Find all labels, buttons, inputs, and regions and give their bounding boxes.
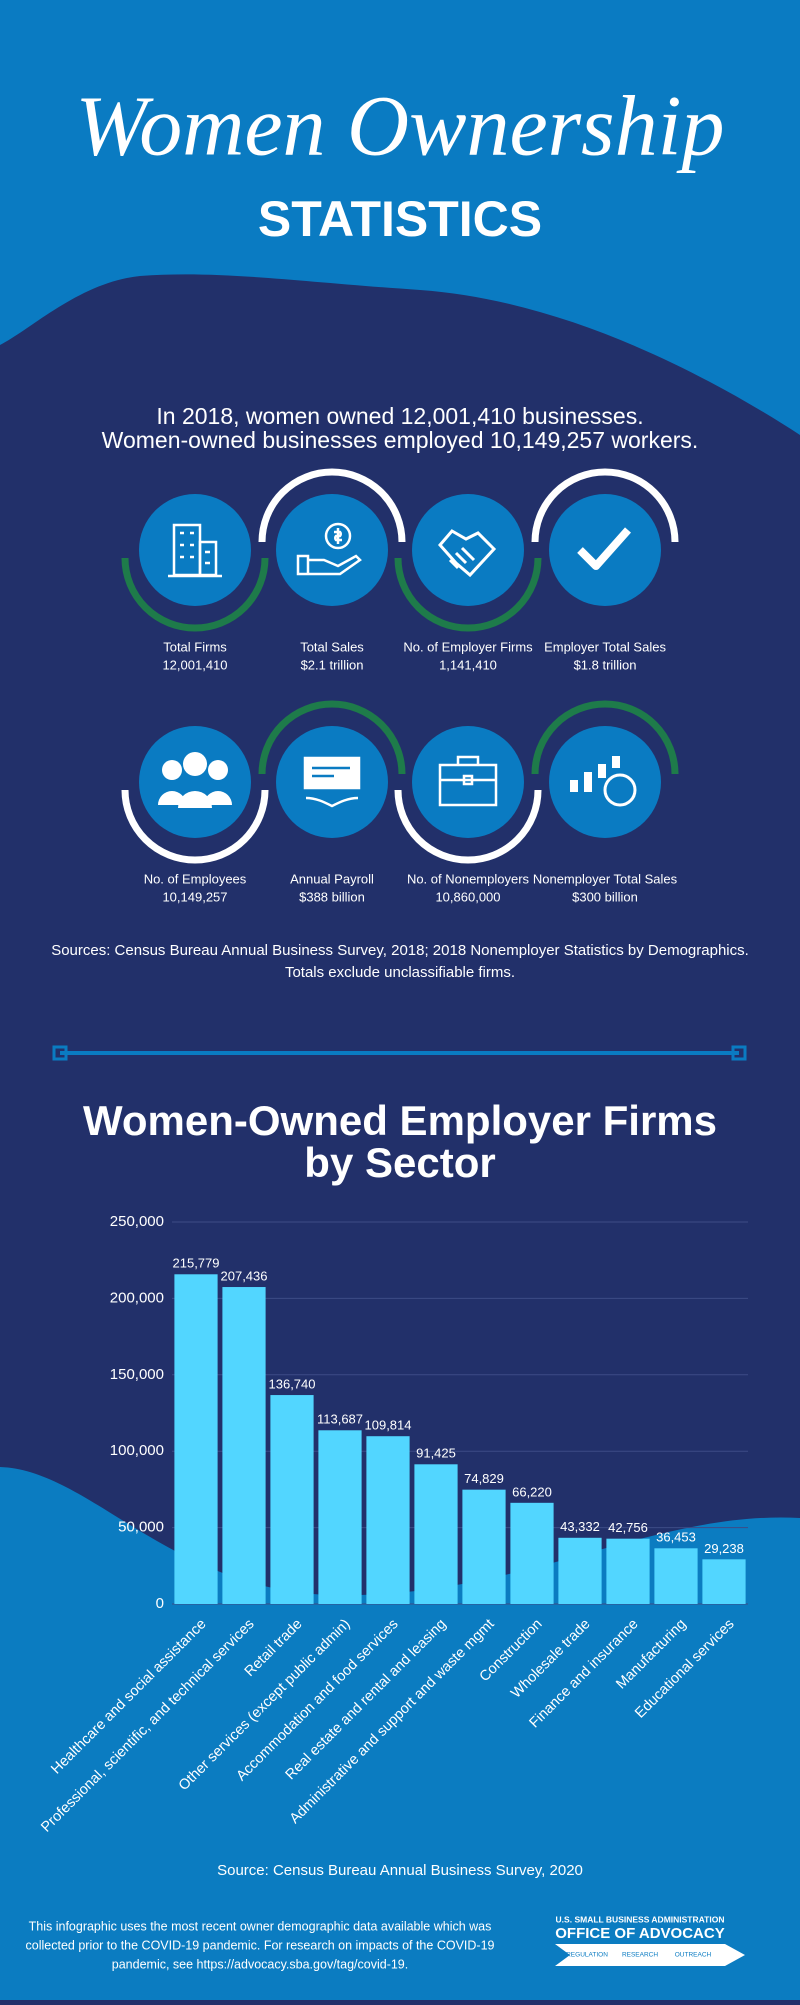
logo-item: REGULATION	[566, 1952, 608, 1959]
ring-arc	[121, 557, 269, 632]
stat-value: 10,149,257	[162, 889, 227, 904]
subtitle: STATISTICS	[258, 191, 542, 247]
logo: U.S. SMALL BUSINESS ADMINISTRATION OFFIC…	[555, 1914, 745, 1966]
hand-coin-icon	[296, 522, 362, 576]
stat-value: $1.8 trillion	[574, 657, 637, 672]
bar	[558, 1537, 602, 1604]
y-tick-label: 200,000	[110, 1289, 164, 1306]
sales-icon	[570, 756, 637, 807]
chart-title: Women-Owned Employer Firms	[83, 1097, 717, 1144]
bar	[654, 1548, 698, 1604]
stat-label: No. of Nonemployers	[407, 871, 530, 886]
bar	[318, 1430, 362, 1604]
y-tick-label: 50,000	[118, 1519, 164, 1536]
ring-arc	[258, 700, 406, 775]
stat-icons	[121, 468, 679, 864]
stat-label: Annual Payroll	[290, 871, 374, 886]
value-label: 215,779	[173, 1256, 220, 1271]
people-icon	[158, 752, 232, 808]
logo-top: U.S. SMALL BUSINESS ADMINISTRATION	[556, 1914, 725, 1924]
icon-circle	[412, 494, 524, 606]
bar	[510, 1502, 554, 1604]
logo-name: OFFICE OF ADVOCACY	[555, 1925, 724, 1942]
stat-label: Total Firms	[163, 639, 227, 654]
briefcase-icon	[438, 755, 498, 807]
title: Women Ownership	[76, 78, 725, 174]
value-label: 36,453	[656, 1530, 696, 1545]
divider	[52, 1045, 747, 1061]
icon-circle	[549, 726, 661, 838]
chart-title: by Sector	[304, 1139, 495, 1186]
stat-value: $300 billion	[572, 889, 638, 904]
value-label: 74,829	[464, 1471, 504, 1486]
stat-label: No. of Employees	[144, 871, 247, 886]
logo-item: RESEARCH	[622, 1952, 658, 1959]
handshake-icon	[438, 529, 497, 578]
stat-value: 10,860,000	[435, 889, 500, 904]
stat-value: $388 billion	[299, 889, 365, 904]
bar	[414, 1464, 458, 1604]
payroll-icon	[303, 756, 361, 808]
check-icon	[577, 527, 631, 570]
stat-label: Total Sales	[300, 639, 364, 654]
sources-line: Totals exclude unclassifiable firms.	[285, 964, 515, 981]
value-label: 136,740	[269, 1376, 316, 1391]
stat-value: $2.1 trillion	[301, 657, 364, 672]
ring-arc	[531, 700, 679, 775]
y-tick-label: 150,000	[110, 1366, 164, 1383]
intro-line: In 2018, women owned 12,001,410 business…	[156, 403, 643, 429]
value-label: 91,425	[416, 1446, 456, 1461]
stat-labels: Total Firms 12,001,410 Total Sales $2.1 tri…	[144, 639, 678, 904]
y-tick-label: 0	[156, 1595, 164, 1612]
icon-circle	[412, 726, 524, 838]
sources-line: Sources: Census Bureau Annual Business S…	[51, 942, 749, 959]
icon-circle	[139, 726, 251, 838]
y-tick-label: 250,000	[110, 1213, 164, 1230]
stat-value: 12,001,410	[162, 657, 227, 672]
stat-label: No. of Employer Firms	[403, 639, 533, 654]
divider-end	[52, 1045, 68, 1061]
stat-value: 1,141,410	[439, 657, 497, 672]
value-label: 29,238	[704, 1541, 744, 1556]
ring-arc	[394, 789, 542, 864]
bar	[270, 1395, 314, 1604]
ring-arc	[394, 557, 542, 632]
value-label: 42,756	[608, 1520, 648, 1535]
logo-banner	[555, 1944, 745, 1966]
bar	[222, 1287, 266, 1604]
footer-line: pandemic, see https://advocacy.sba.gov/t…	[112, 1957, 408, 1971]
logo-item: OUTREACH	[675, 1952, 712, 1959]
value-label: 207,436	[221, 1268, 268, 1283]
footer-line: This infographic uses the most recent ow…	[29, 1919, 492, 1933]
bar	[174, 1274, 218, 1604]
y-tick-label: 100,000	[110, 1442, 164, 1459]
bar	[462, 1489, 506, 1604]
ring-arc	[258, 468, 406, 543]
header-wave	[0, 0, 800, 435]
icon-circle	[139, 494, 251, 606]
building-icon	[168, 523, 222, 578]
icon-circle	[276, 494, 388, 606]
chart-source: Source: Census Bureau Annual Business Su…	[217, 1862, 583, 1879]
value-label: 66,220	[512, 1484, 552, 1499]
footer-line: collected prior to the COVID-19 pandemic…	[26, 1938, 495, 1952]
value-label: 113,687	[317, 1412, 363, 1427]
value-label: 43,332	[560, 1519, 600, 1534]
divider-end	[731, 1045, 747, 1061]
bar	[702, 1559, 746, 1604]
value-label: 109,814	[365, 1418, 412, 1433]
stat-label: Employer Total Sales	[544, 639, 666, 654]
stat-label: Nonemployer Total Sales	[533, 871, 678, 886]
ring-arc	[531, 468, 679, 543]
bar	[606, 1538, 650, 1604]
ring-arc	[121, 789, 269, 864]
intro-line: Women-owned businesses employed 10,149,2…	[102, 427, 699, 453]
bar	[366, 1436, 410, 1604]
